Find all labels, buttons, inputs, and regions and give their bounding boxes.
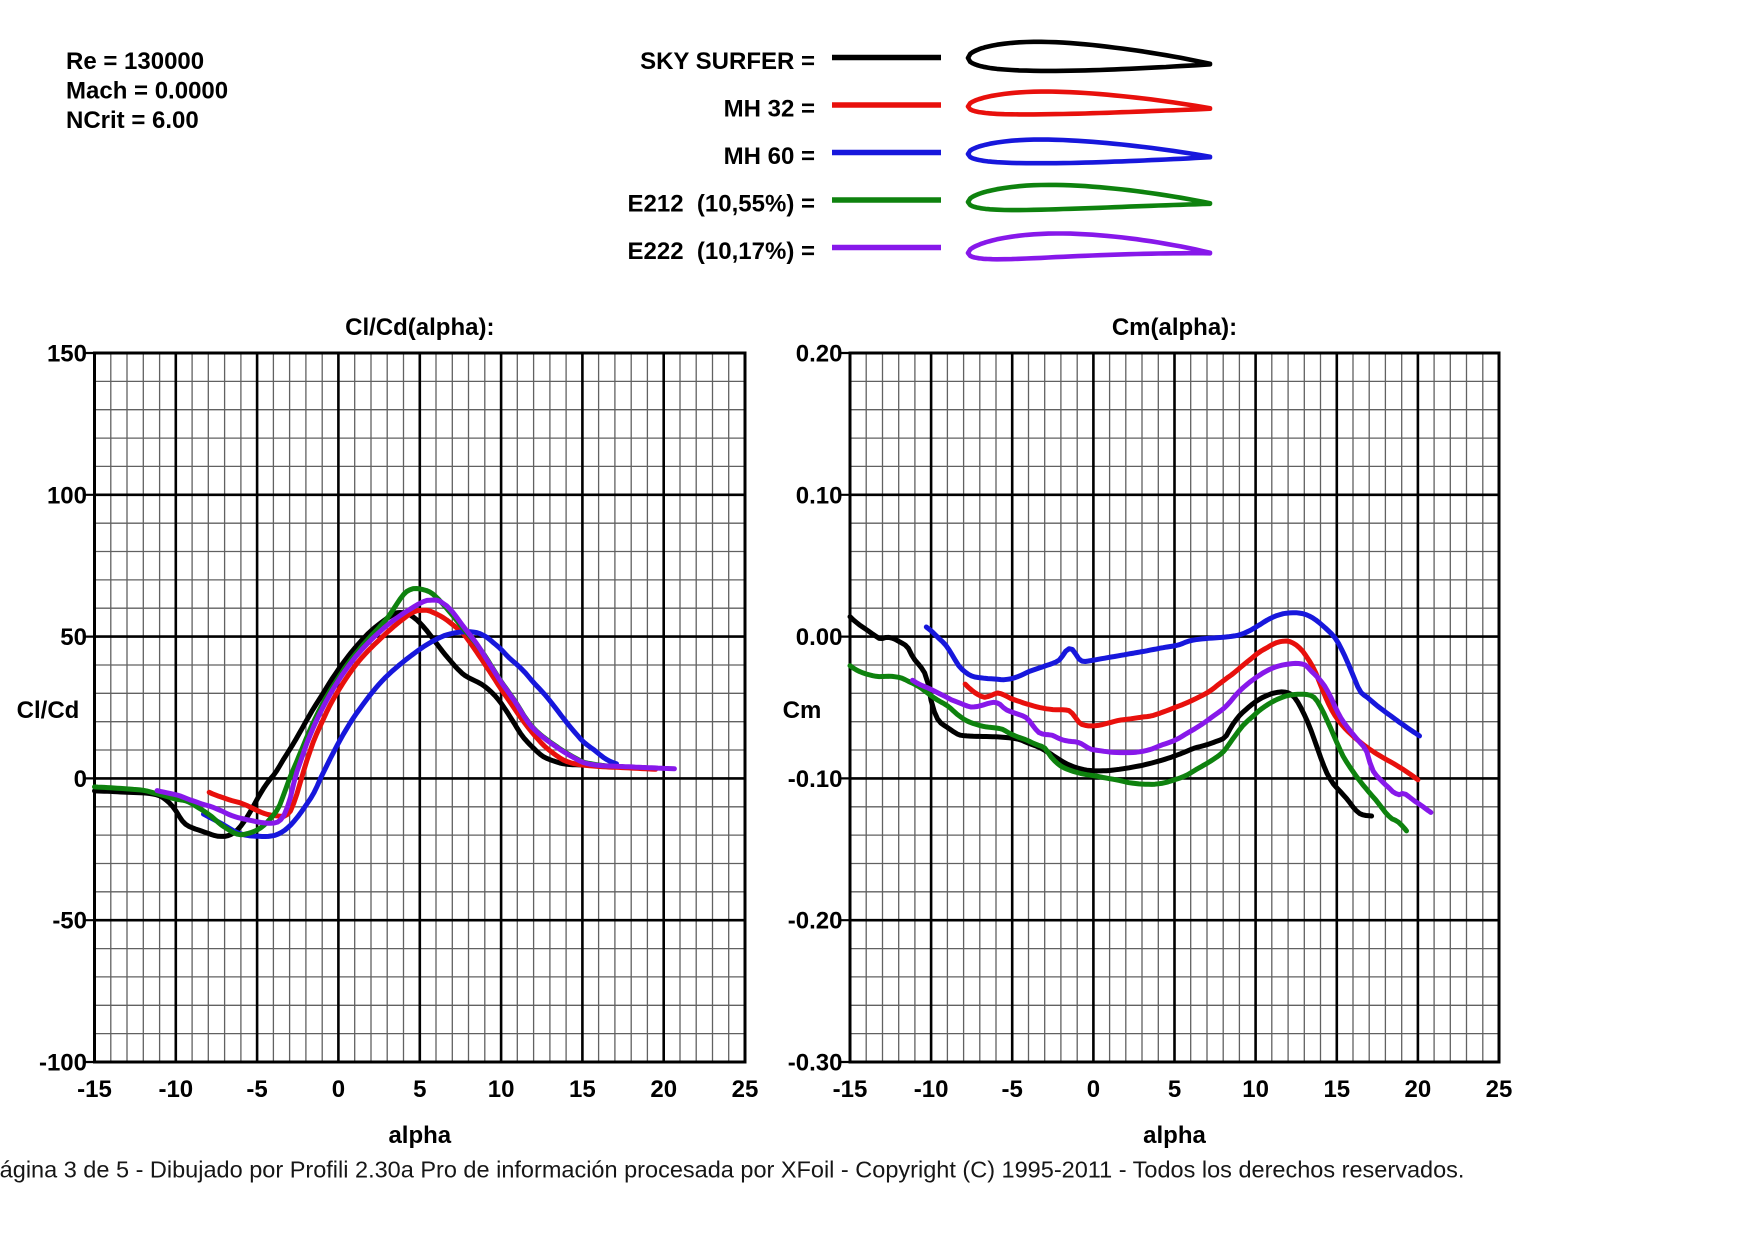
svg-text:-0.10: -0.10 [788,766,843,793]
svg-text:Cm: Cm [783,697,822,724]
svg-text:25: 25 [732,1076,759,1103]
svg-text:Re = 130000: Re = 130000 [66,48,204,75]
svg-text:-10: -10 [914,1076,949,1103]
svg-text:15: 15 [569,1076,596,1103]
svg-text:-5: -5 [246,1076,267,1103]
svg-text:0: 0 [74,766,87,793]
svg-text:alpha: alpha [388,1122,451,1149]
svg-text:Cl/Cd(alpha):: Cl/Cd(alpha): [345,314,494,341]
svg-text:150: 150 [47,341,87,368]
svg-text:Cl/Cd: Cl/Cd [17,697,80,724]
svg-text:-50: -50 [52,908,87,935]
svg-text:0: 0 [1087,1076,1100,1103]
svg-text:0: 0 [332,1076,345,1103]
svg-text:-15: -15 [77,1076,112,1103]
svg-text:-0.20: -0.20 [788,908,843,935]
svg-text:-15: -15 [833,1076,868,1103]
svg-text:10: 10 [488,1076,515,1103]
svg-text:MH 32 =: MH 32 = [724,96,815,123]
svg-text:50: 50 [60,624,87,651]
svg-text:0.20: 0.20 [796,341,843,368]
svg-text:E212 (10,55%) =: E212 (10,55%) = [628,191,815,218]
svg-text:25: 25 [1486,1076,1513,1103]
svg-text:10: 10 [1242,1076,1269,1103]
svg-text:0.10: 0.10 [796,482,843,509]
svg-text:20: 20 [1405,1076,1432,1103]
svg-text:-100: -100 [39,1050,87,1077]
svg-text:MH 60 =: MH 60 = [724,143,815,170]
svg-text:alpha: alpha [1143,1122,1206,1149]
svg-text:0.00: 0.00 [796,624,843,651]
svg-text:SKY SURFER =: SKY SURFER = [640,48,815,75]
svg-text:E222 (10,17%) =: E222 (10,17%) = [628,238,815,265]
svg-text:15: 15 [1323,1076,1350,1103]
svg-text:Mach = 0.0000: Mach = 0.0000 [66,78,228,105]
svg-text:-10: -10 [158,1076,193,1103]
svg-text:20: 20 [650,1076,677,1103]
svg-text:-0.30: -0.30 [788,1050,843,1077]
svg-text:100: 100 [47,482,87,509]
svg-text:NCrit = 6.00: NCrit = 6.00 [66,107,199,134]
svg-text:5: 5 [413,1076,426,1103]
svg-text:Página 3 de 5 - Dibujado por P: Página 3 de 5 - Dibujado por Profili 2.3… [0,1157,1464,1183]
svg-text:Cm(alpha):: Cm(alpha): [1112,314,1237,341]
svg-text:-5: -5 [1002,1076,1023,1103]
svg-text:5: 5 [1168,1076,1181,1103]
